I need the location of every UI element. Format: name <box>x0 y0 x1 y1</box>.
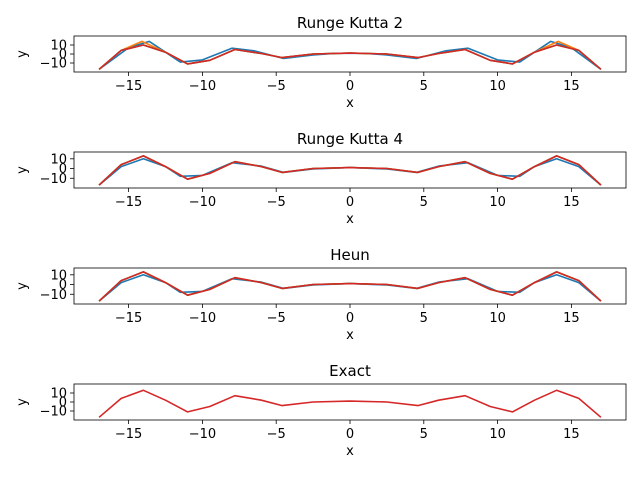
subplot-title: Heun <box>330 246 370 264</box>
x-axis-label: x <box>346 212 354 227</box>
y-axis-label: y <box>15 398 30 406</box>
series-line-4 <box>98 155 602 186</box>
x-tick-label: −10 <box>189 311 216 326</box>
x-axis-label: x <box>346 328 354 343</box>
x-tick-label: 10 <box>489 427 506 442</box>
x-tick-label: −15 <box>115 195 142 210</box>
x-tick-label: 5 <box>420 311 428 326</box>
x-tick-label: 0 <box>346 79 354 94</box>
x-tick-label: 15 <box>563 195 580 210</box>
y-tick-label: 0 <box>59 278 67 293</box>
y-tick-label: −10 <box>40 57 67 72</box>
subplot-title: Runge Kutta 2 <box>297 14 403 32</box>
x-tick-label: −15 <box>115 79 142 94</box>
y-tick-label: 0 <box>59 48 67 63</box>
x-tick-label: −10 <box>189 195 216 210</box>
x-tick-label: −5 <box>267 195 286 210</box>
x-tick-label: 15 <box>563 79 580 94</box>
y-axis-label: y <box>15 282 30 290</box>
y-tick-label: −10 <box>40 405 67 420</box>
y-tick-label: 10 <box>50 152 67 167</box>
subplot-title: Runge Kutta 4 <box>297 130 403 148</box>
series-line-1 <box>98 389 602 418</box>
x-tick-label: −5 <box>267 427 286 442</box>
x-tick-label: 10 <box>489 195 506 210</box>
y-tick-label: 0 <box>59 396 67 411</box>
y-tick-label: −10 <box>40 172 67 187</box>
y-axis-label: y <box>15 166 30 174</box>
x-tick-label: −5 <box>267 311 286 326</box>
x-tick-label: 5 <box>420 427 428 442</box>
x-tick-label: 15 <box>563 311 580 326</box>
series-line-4 <box>98 271 602 302</box>
x-tick-label: −15 <box>115 427 142 442</box>
y-tick-label: 0 <box>59 162 67 177</box>
x-tick-label: 15 <box>563 427 580 442</box>
x-tick-label: −5 <box>267 79 286 94</box>
y-tick-label: 10 <box>50 268 67 283</box>
x-axis-label: x <box>346 444 354 459</box>
x-tick-label: 5 <box>420 79 428 94</box>
subplot-title: Exact <box>329 362 371 380</box>
x-tick-label: 10 <box>489 311 506 326</box>
x-tick-label: 10 <box>489 79 506 94</box>
series-line-4 <box>98 44 602 70</box>
x-tick-label: −15 <box>115 311 142 326</box>
x-tick-label: 5 <box>420 195 428 210</box>
x-tick-label: 0 <box>346 427 354 442</box>
y-tick-label: −10 <box>40 288 67 303</box>
y-tick-label: 10 <box>50 387 67 402</box>
x-axis-label: x <box>346 96 354 111</box>
x-tick-label: −10 <box>189 427 216 442</box>
y-axis-label: y <box>15 50 30 58</box>
y-tick-label: 10 <box>50 39 67 54</box>
x-tick-label: −10 <box>189 79 216 94</box>
x-tick-label: 0 <box>346 195 354 210</box>
x-tick-label: 0 <box>346 311 354 326</box>
